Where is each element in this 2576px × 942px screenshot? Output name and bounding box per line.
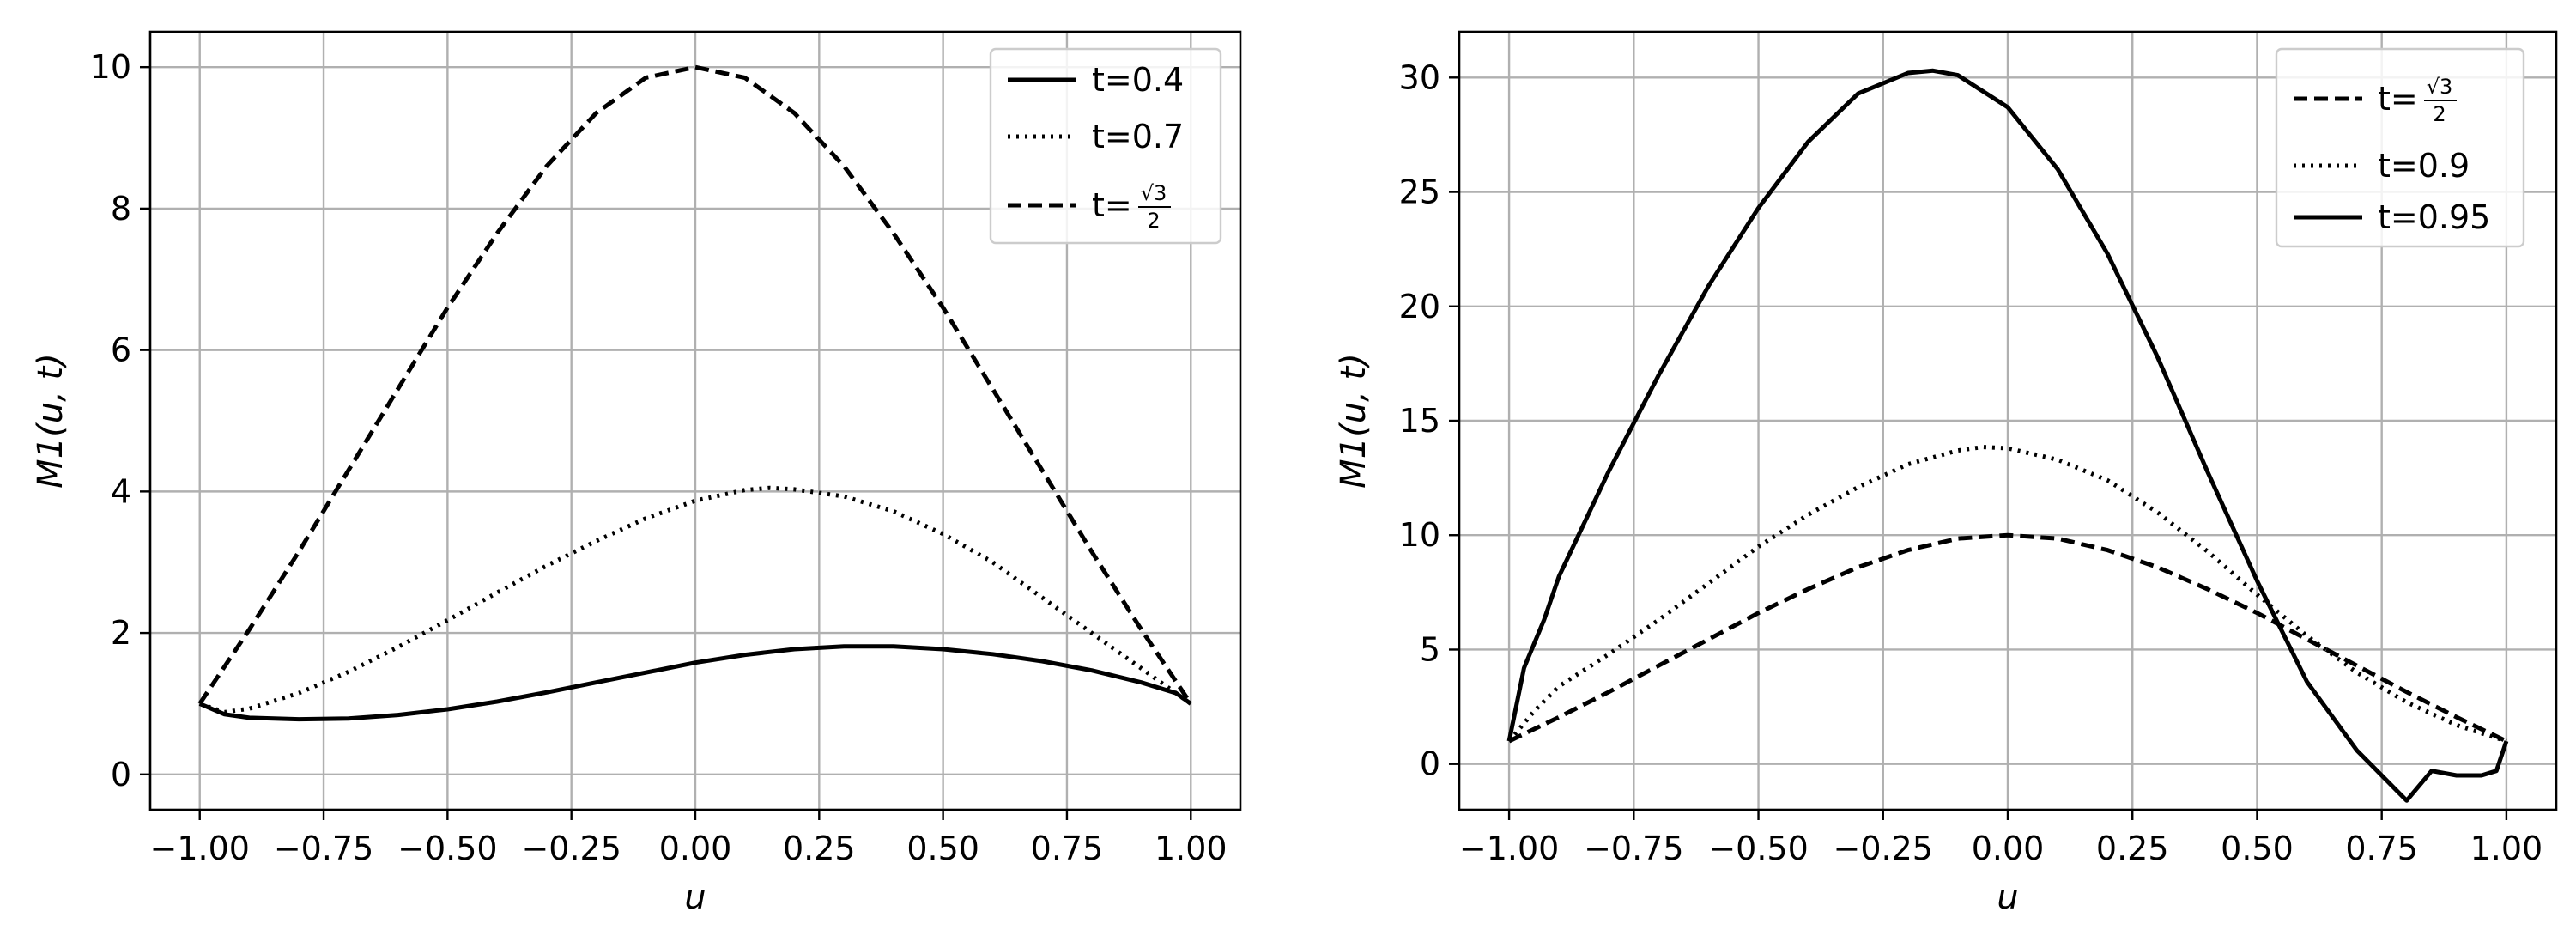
y-tick-label: 8	[111, 190, 131, 228]
y-tick-label: 4	[111, 472, 131, 510]
x-tick-label: −0.75	[274, 830, 373, 867]
y-tick-label: 30	[1399, 58, 1440, 96]
y-tick-label: 0	[1420, 745, 1440, 783]
series-line-solid	[198, 644, 1192, 722]
legend: t=0.4 t=0.7 t= √3 2	[989, 47, 1222, 245]
legend-label: t=	[2378, 80, 2418, 118]
series-line-dotted	[198, 485, 1192, 714]
legend-label: t=0.4	[1092, 61, 1184, 99]
chart-panel-2: −1.00 −0.75 −0.50 −0.25 0.00 0.25 0.50 0.75 1.00…	[1334, 30, 2558, 917]
y-tick-label: 25	[1399, 173, 1440, 211]
x-tick-label: 0.75	[2345, 830, 2418, 867]
legend-label: t=	[1092, 186, 1132, 224]
series-line-dashed	[197, 64, 1193, 705]
x-tick-label: −0.25	[521, 830, 621, 867]
x-tick-label: −0.50	[397, 830, 497, 867]
x-tick-label: 0.00	[1972, 830, 2045, 867]
legend: t= √3 2 t=0.9 t=0.95	[2275, 47, 2525, 248]
x-axis-label: u	[684, 878, 706, 917]
legend-label-denominator: 2	[1147, 209, 1160, 233]
series-line-dotted	[1507, 445, 2507, 744]
legend-label-numerator: √3	[1141, 181, 1167, 205]
x-tick-label: 0.25	[2096, 830, 2169, 867]
x-tick-label: 0.00	[659, 830, 732, 867]
legend-label: t=0.95	[2378, 198, 2490, 236]
chart-panel-1: −1.00 −0.75 −0.50 −0.25 0.00 0.25 0.50 0.75 1.00…	[31, 30, 1242, 917]
series-line-solid	[1506, 68, 2509, 803]
y-tick-label: 10	[90, 48, 131, 86]
x-tick-label: −0.75	[1584, 830, 1683, 867]
y-tick-label: 0	[111, 756, 131, 793]
x-tick-label: 1.00	[2470, 830, 2543, 867]
x-tick-label: −1.00	[150, 830, 250, 867]
x-tick-label: −0.50	[1708, 830, 1808, 867]
y-tick-label: 20	[1399, 288, 1440, 325]
series-line-dashed	[1508, 532, 2507, 744]
legend-label-denominator: 2	[2433, 102, 2446, 126]
y-tick-label: 2	[111, 614, 131, 652]
y-axis-label: M1(u, t)	[1334, 353, 1373, 489]
x-tick-label: 0.50	[2221, 830, 2294, 867]
x-tick-label: 0.25	[783, 830, 856, 867]
x-tick-label: −1.00	[1459, 830, 1559, 867]
y-tick-label: 5	[1420, 630, 1440, 668]
x-tick-label: 0.75	[1031, 830, 1104, 867]
x-tick-label: −0.25	[1834, 830, 1933, 867]
y-tick-label: 6	[111, 331, 131, 369]
legend-label: t=0.9	[2378, 147, 2470, 185]
y-axis-label: M1(u, t)	[31, 353, 70, 489]
x-tick-label: 0.50	[906, 830, 979, 867]
y-tick-label: 10	[1399, 516, 1440, 554]
x-axis-label: u	[1997, 878, 2018, 917]
legend-label: t=0.7	[1092, 118, 1184, 155]
legend-box	[989, 47, 1222, 245]
x-tick-label: 1.00	[1155, 830, 1227, 867]
legend-label-numerator: √3	[2427, 75, 2453, 99]
y-tick-label: 15	[1399, 402, 1440, 440]
